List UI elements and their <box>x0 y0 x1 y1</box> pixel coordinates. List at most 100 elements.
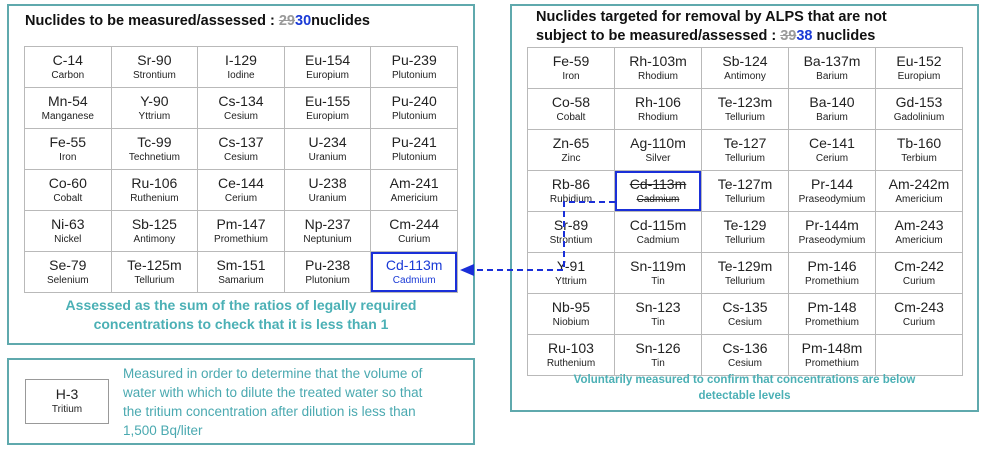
nuclide-cell: Sm-151 Samarium <box>197 251 285 293</box>
nuclide-symbol: Cd-113m <box>385 257 443 273</box>
nuclide-name: Cobalt <box>53 193 83 204</box>
nuclide-cell: Pu-240 Plutonium <box>370 87 458 129</box>
nuclide-name: Niobium <box>552 317 590 328</box>
nuclide-symbol: Gd-153 <box>895 94 943 110</box>
nuclide-name: Tin <box>651 276 665 287</box>
nuclide-name: Cesium <box>224 111 258 122</box>
nuclide-name: Curium <box>902 317 936 328</box>
nuclide-cell: Sn-126 Tin <box>614 334 702 376</box>
old-count: 29 <box>278 13 295 29</box>
nuclide-name: Terbium <box>901 153 937 164</box>
nuclide-name: Uranium <box>308 152 347 163</box>
nuclide-cell: Pu-241 Plutonium <box>370 128 458 170</box>
nuclide-symbol: Fe-55 <box>49 134 87 150</box>
nuclide-cell: Sr-90 Strontium <box>110 46 199 88</box>
nuclide-name: Cobalt <box>556 112 586 123</box>
nuclide-cell: Ba-140 Barium <box>788 88 876 130</box>
nuclide-symbol: Nb-95 <box>551 299 591 315</box>
empty-cell <box>875 334 963 376</box>
nuclide-cell: Te-127m Tellurium <box>701 170 789 212</box>
nuclide-symbol: Cs-134 <box>218 93 264 109</box>
measured-nuclides-table: C-14 Carbon Sr-90 Strontium I-129 Iodine Eu-15… <box>24 46 458 293</box>
nuclide-cell: Eu-152 Europium <box>875 47 963 89</box>
nuclide-cell: Eu-155 Europium <box>283 87 372 129</box>
nuclide-symbol: I-129 <box>225 52 257 68</box>
tritium-panel: H-3 Tritium Measured in order to determi… <box>7 358 475 445</box>
title-line: Nuclides targeted for removal by ALPS th… <box>536 9 887 25</box>
title-suffix: nuclides <box>311 13 370 29</box>
nuclide-symbol: Rb-86 <box>551 176 591 192</box>
nuclide-cell: Ag-110m Silver <box>614 129 702 171</box>
nuclide-symbol: Ru-103 <box>548 340 594 356</box>
nuclide-name: Neptunium <box>303 234 352 245</box>
nuclide-cell: Mn-54 Manganese <box>24 87 112 129</box>
nuclide-row: Co-60 Cobalt Ru-106 Ruthenium Ce-144 Cerium U-… <box>24 169 458 211</box>
note-line: Assessed as the sum of the ratios of leg… <box>65 297 417 313</box>
nuclide-cell: Sn-119m Tin <box>614 252 702 294</box>
nuclide-symbol: Pu-240 <box>391 93 437 109</box>
old-count: 39 <box>780 28 797 44</box>
nuclide-cell: Cm-243 Curium <box>875 293 963 335</box>
nuclide-cell: Pu-239 Plutonium <box>370 46 458 88</box>
nuclide-cell: Co-60 Cobalt <box>24 169 112 211</box>
nuclide-cell: Am-241 Americium <box>370 169 458 211</box>
nuclide-symbol: Am-243 <box>894 217 944 233</box>
nuclide-cell: Rh-106 Rhodium <box>614 88 702 130</box>
nuclide-row: Mn-54 Manganese Y-90 Yttrium Cs-134 Cesium Eu-… <box>24 87 458 129</box>
nuclide-cell: Tb-160 Terbium <box>875 129 963 171</box>
nuclide-name: Promethium <box>805 276 859 287</box>
nuclide-name: Strontium <box>132 70 176 81</box>
nuclide-row: Se-79 Selenium Te-125m Tellurium Sm-151 Samar… <box>24 251 458 293</box>
nuclide-name: Strontium <box>549 235 593 246</box>
nuclide-symbol: Np-237 <box>304 216 351 232</box>
nuclide-cell: Te-129 Tellurium <box>701 211 789 253</box>
nuclide-cell: Cs-137 Cesium <box>197 128 285 170</box>
nuclide-name: Technetium <box>128 152 180 163</box>
nuclide-symbol: Mn-54 <box>47 93 88 109</box>
nuclide-cell: Cs-136 Cesium <box>701 334 789 376</box>
tritium-description: Measured in order to determine that the … <box>123 364 468 440</box>
nuclide-name: Iron <box>59 152 77 163</box>
nuclide-symbol: Ce-144 <box>218 175 264 191</box>
nuclide-symbol: Te-123m <box>717 94 773 110</box>
nuclide-name: Curium <box>398 234 431 245</box>
nuclide-cell: Te-127 Tellurium <box>701 129 789 171</box>
alps-panel-title: Nuclides targeted for removal by ALPS th… <box>536 8 887 46</box>
nuclide-name: Yttrium <box>138 111 171 122</box>
nuclide-row: Nb-95 Niobium Sn-123 Tin Cs-135 Cesium Pm-148 P… <box>527 293 963 335</box>
nuclide-cell: Zn-65 Zinc <box>527 129 615 171</box>
nuclide-cell: Am-242m Americium <box>875 170 963 212</box>
note-line: Voluntarily measured to confirm that con… <box>573 374 916 386</box>
nuclide-cell: Nb-95 Niobium <box>527 293 615 335</box>
nuclide-symbol: Sn-123 <box>635 299 681 315</box>
nuclide-name: Carbon <box>51 70 85 81</box>
nuclide-symbol: Pr-144m <box>805 217 859 233</box>
nuclide-symbol: Te-127 <box>723 135 767 151</box>
nuclide-symbol: Sr-90 <box>137 52 172 68</box>
nuclide-symbol: Pu-239 <box>391 52 437 68</box>
nuclide-symbol: Te-125m <box>127 257 182 273</box>
nuclide-cell: Rh-103m Rhodium <box>614 47 702 89</box>
alps-targeted-nuclides-panel: Nuclides targeted for removal by ALPS th… <box>510 4 979 412</box>
nuclide-name: Europium <box>306 70 349 81</box>
nuclide-symbol: Am-241 <box>389 175 439 191</box>
nuclide-cell: Sb-124 Antimony <box>701 47 789 89</box>
nuclide-symbol: Ag-110m <box>630 135 686 151</box>
nuclide-symbol: U-234 <box>308 134 347 150</box>
nuclide-cell: Cd-113m Cadmium <box>370 251 458 293</box>
nuclide-symbol: Y-90 <box>140 93 169 109</box>
nuclide-symbol: Sm-151 <box>216 257 266 273</box>
nuclide-symbol: Eu-154 <box>305 52 351 68</box>
nuclide-cell: Te-129m Tellurium <box>701 252 789 294</box>
nuclide-cell: Pm-148m Promethium <box>788 334 876 376</box>
nuclide-cell: Cd-115m Cadmium <box>614 211 702 253</box>
nuclide-row: Y-91 Yttrium Sn-119m Tin Te-129m Tellurium Pm-… <box>527 252 963 294</box>
nuclide-name: Tellurium <box>724 112 765 123</box>
nuclide-row: C-14 Carbon Sr-90 Strontium I-129 Iodine Eu-15… <box>24 46 458 88</box>
description-line: the tritium concentration after dilution… <box>123 404 416 419</box>
nuclide-cell: Sn-123 Tin <box>614 293 702 335</box>
nuclide-name: Iodine <box>227 70 255 81</box>
nuclide-symbol: Sr-89 <box>553 217 589 233</box>
nuclide-name: Rhodium <box>637 112 679 123</box>
nuclide-name: Rubidium <box>549 194 593 205</box>
